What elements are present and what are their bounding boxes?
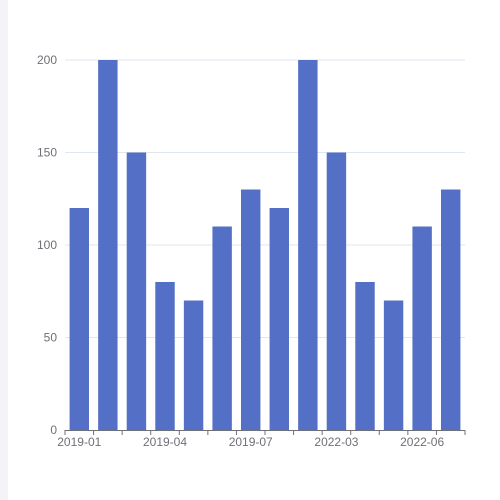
bar-2019-08 bbox=[269, 208, 289, 430]
bar-2019-02 bbox=[98, 60, 118, 430]
x-tick-label: 2019-01 bbox=[57, 435, 101, 449]
bar-2022-04 bbox=[355, 282, 375, 430]
bar-2019-06 bbox=[212, 226, 232, 430]
x-tick-label: 2019-04 bbox=[143, 435, 187, 449]
bar-2019-04 bbox=[155, 282, 175, 430]
bar-2019-03 bbox=[126, 152, 147, 430]
bar-2022-05 bbox=[383, 300, 404, 430]
chart-card: 0 50 100 150 200 2019-01 2019-04 2019-07 2022-0… bbox=[8, 0, 500, 500]
y-tick-label: 150 bbox=[37, 146, 57, 160]
bar-chart: 0 50 100 150 200 2019-01 2019-04 2019-07 2022-0… bbox=[37, 53, 466, 449]
bar-2022-02 bbox=[298, 60, 318, 430]
x-tick-label: 2022-03 bbox=[314, 435, 358, 449]
x-axis: 2019-01 2019-04 2019-07 2022-03 2022-06 bbox=[57, 430, 466, 449]
bar-2019-07 bbox=[241, 189, 261, 430]
y-tick-label: 50 bbox=[44, 331, 58, 345]
x-tick-label: 2022-06 bbox=[400, 435, 444, 449]
bar-2019-05 bbox=[183, 300, 204, 430]
y-tick-label: 0 bbox=[50, 423, 57, 437]
bar-series bbox=[69, 60, 461, 430]
y-tick-label: 100 bbox=[37, 238, 57, 252]
bar-2022-07 bbox=[441, 189, 461, 430]
x-tick-label: 2019-07 bbox=[229, 435, 273, 449]
y-tick-label: 200 bbox=[37, 53, 57, 67]
y-gridlines bbox=[65, 59, 465, 338]
bar-2022-06 bbox=[412, 226, 432, 430]
bar-2019-01 bbox=[69, 208, 89, 430]
y-axis-tick-labels: 0 50 100 150 200 bbox=[37, 53, 57, 437]
bar-2022-03 bbox=[326, 152, 347, 430]
